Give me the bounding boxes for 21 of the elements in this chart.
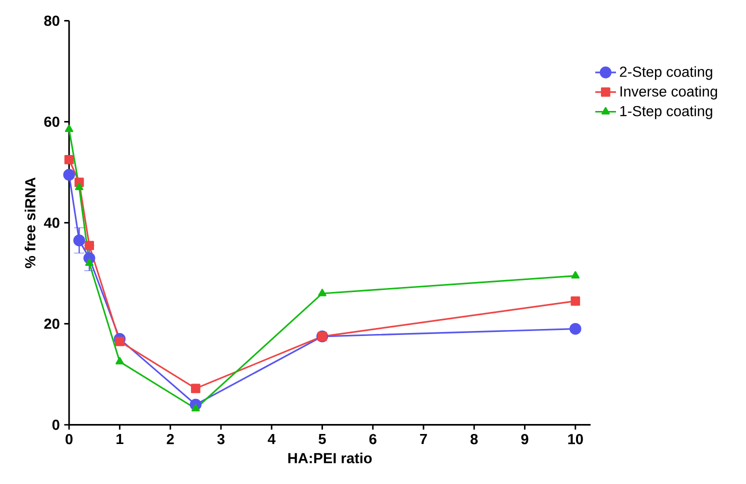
y-tick-label: 20 xyxy=(44,318,60,330)
x-tick-label: 2 xyxy=(166,434,174,444)
legend-label: 1-Step coating xyxy=(620,106,712,120)
y-tick-label: 0 xyxy=(52,420,60,430)
x-tick-label: 0 xyxy=(66,434,73,444)
x-axis-title: HA:PEI ratio xyxy=(288,452,372,464)
y-axis-title: % free siRNA xyxy=(24,178,36,268)
x-tick-label: 6 xyxy=(369,434,376,444)
y-tick-label: 80 xyxy=(44,16,60,26)
legend-label: Inverse coating xyxy=(620,86,718,100)
y-tick-label: 60 xyxy=(44,116,60,128)
x-tick-label: 3 xyxy=(217,434,224,445)
x-tick-label: 5 xyxy=(318,434,326,444)
x-tick-label: 10 xyxy=(568,434,583,444)
x-tick-label: 9 xyxy=(521,434,528,444)
x-tick-label: 7 xyxy=(420,434,427,444)
x-tick-label: 1 xyxy=(116,434,124,444)
x-tick-label: 4 xyxy=(268,434,276,444)
y-tick-label: 40 xyxy=(44,218,60,228)
x-tick-label: 8 xyxy=(470,434,478,444)
legend-label: 2-Step coating xyxy=(620,66,712,80)
